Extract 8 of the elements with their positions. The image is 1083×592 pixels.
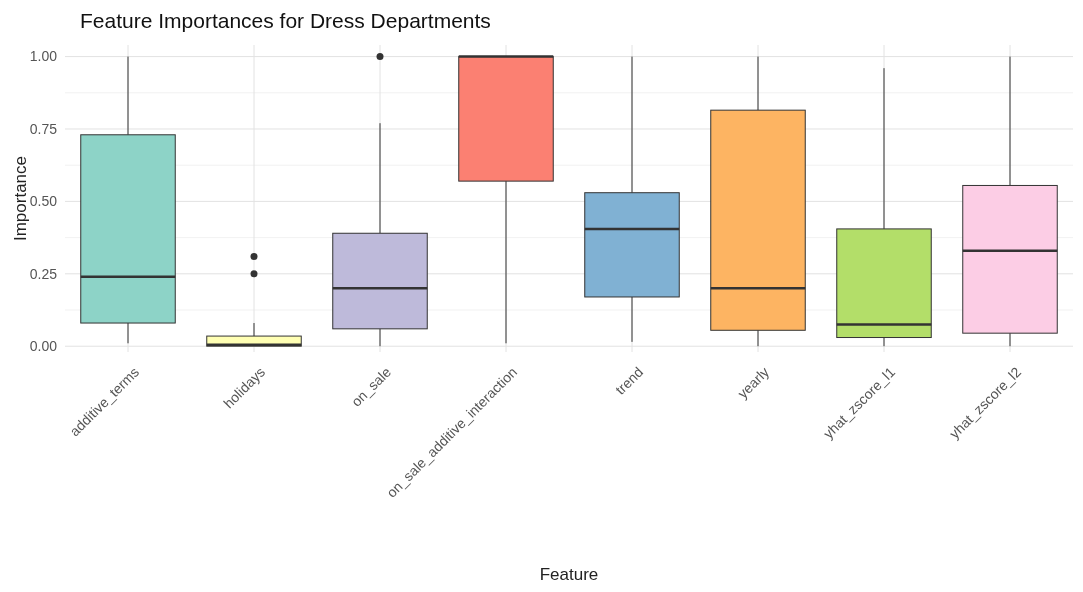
y-tick-label: 0.25 [29, 265, 58, 282]
y-axis-title: Importance [11, 155, 30, 242]
y-tick-label: 0.00 [29, 338, 58, 355]
x-axis-title: Feature [539, 565, 599, 584]
chart-title: Feature Importances for Dress Departments [80, 9, 491, 32]
y-tick-label: 1.00 [29, 48, 58, 65]
y-tick-label: 0.50 [29, 193, 58, 210]
y-tick-label: 0.75 [29, 120, 58, 137]
